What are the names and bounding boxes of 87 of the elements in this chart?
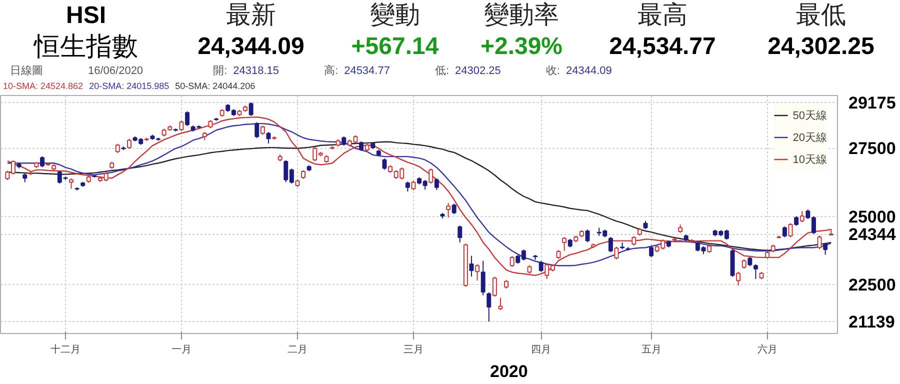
candlestick <box>127 138 132 150</box>
candlestick <box>428 168 434 184</box>
text: 24,534.77 <box>608 32 717 62</box>
candlestick <box>632 236 636 246</box>
candlestick <box>248 102 254 116</box>
text: 最低 <box>795 0 847 31</box>
x-tick-label: 十二月 <box>50 344 80 356</box>
candlestick <box>562 236 567 252</box>
candlestick <box>782 226 787 238</box>
candlestick <box>748 256 752 267</box>
text: 20-SMA: 24015.985 <box>89 81 170 91</box>
text: 開: <box>213 65 228 77</box>
legend-label: 50天線 <box>792 108 827 122</box>
candlestick <box>510 256 514 268</box>
candlestick <box>817 235 822 250</box>
candlestick <box>538 260 544 272</box>
candlestick <box>458 225 462 243</box>
text: 變動率 <box>483 0 560 31</box>
candlestick <box>498 297 503 311</box>
candlestick <box>254 122 260 139</box>
x-tick-label: 一月 <box>171 344 192 356</box>
candlestick <box>794 216 799 226</box>
candlestick <box>359 140 364 152</box>
candlestick <box>260 124 265 136</box>
x-tick-label: 六月 <box>757 344 778 356</box>
text: +567.14 <box>350 32 440 62</box>
candlestick <box>179 120 184 132</box>
candlestick <box>342 136 346 146</box>
candlestick <box>753 264 758 280</box>
candlestick <box>115 143 120 154</box>
candlestick <box>788 222 793 238</box>
text: 10-SMA: 24524.862 <box>3 81 84 91</box>
text: 收: <box>546 65 560 77</box>
legend-label: 20天線 <box>792 130 827 144</box>
candlestick <box>823 242 828 256</box>
candlestick <box>649 246 654 258</box>
candlestick <box>736 271 741 286</box>
candlestick <box>446 202 451 218</box>
text: 變動 <box>369 0 421 31</box>
chart-title: HSI <box>64 1 107 31</box>
text: 最高 <box>636 0 688 31</box>
candlestick <box>480 260 486 296</box>
candlestick <box>608 236 613 253</box>
text: 24302.25 <box>455 65 501 77</box>
y-tick-label: 22500 <box>848 275 896 294</box>
legend-label: 10天線 <box>792 152 827 166</box>
candlestick <box>434 178 439 191</box>
text: 16/06/2020 <box>88 65 144 77</box>
y-tick-label: 21139 <box>848 312 895 332</box>
line-series <box>6 141 832 251</box>
x-tick-label: 五月 <box>641 344 662 356</box>
candlestick <box>382 158 387 170</box>
y-tick-label: 29175 <box>848 93 896 112</box>
text: 最新 <box>225 0 277 31</box>
candlestick <box>800 210 804 223</box>
text: 24344.09 <box>566 65 612 77</box>
y-tick-label: 24344 <box>848 225 896 244</box>
candlestick <box>742 258 746 270</box>
candlestick <box>469 255 474 278</box>
text: 日線圖 <box>10 65 43 77</box>
text: 低: <box>434 65 450 77</box>
x-tick-label: 三月 <box>403 344 424 356</box>
candlestick <box>266 132 271 144</box>
candlestick <box>614 246 619 260</box>
text: 24,302.25 <box>766 32 876 62</box>
text: 50-SMA: 24044.206 <box>175 81 256 91</box>
candlestick <box>585 229 590 243</box>
candlestick <box>486 292 492 322</box>
candlestick <box>40 156 45 168</box>
text: +2.39% <box>479 32 564 62</box>
x-tick-label: 四月 <box>531 344 552 356</box>
text: 24,344.09 <box>196 32 306 62</box>
x-tick-label: 二月 <box>287 344 308 356</box>
candlestick <box>492 276 497 298</box>
text: 高: <box>324 65 338 77</box>
candlestick <box>475 264 480 282</box>
candlestick <box>405 181 410 192</box>
y-tick-label: 27500 <box>848 139 896 158</box>
candlestick <box>411 180 416 191</box>
candlestick <box>185 110 190 127</box>
candlestick <box>69 178 74 190</box>
text: 24318.15 <box>233 65 280 77</box>
text: 24534.77 <box>344 65 390 77</box>
text: 2020 <box>490 361 528 383</box>
candlestick <box>452 203 456 215</box>
chart-subtitle: 恒生指數 <box>32 31 139 62</box>
y-tick-label: 25000 <box>848 207 896 226</box>
